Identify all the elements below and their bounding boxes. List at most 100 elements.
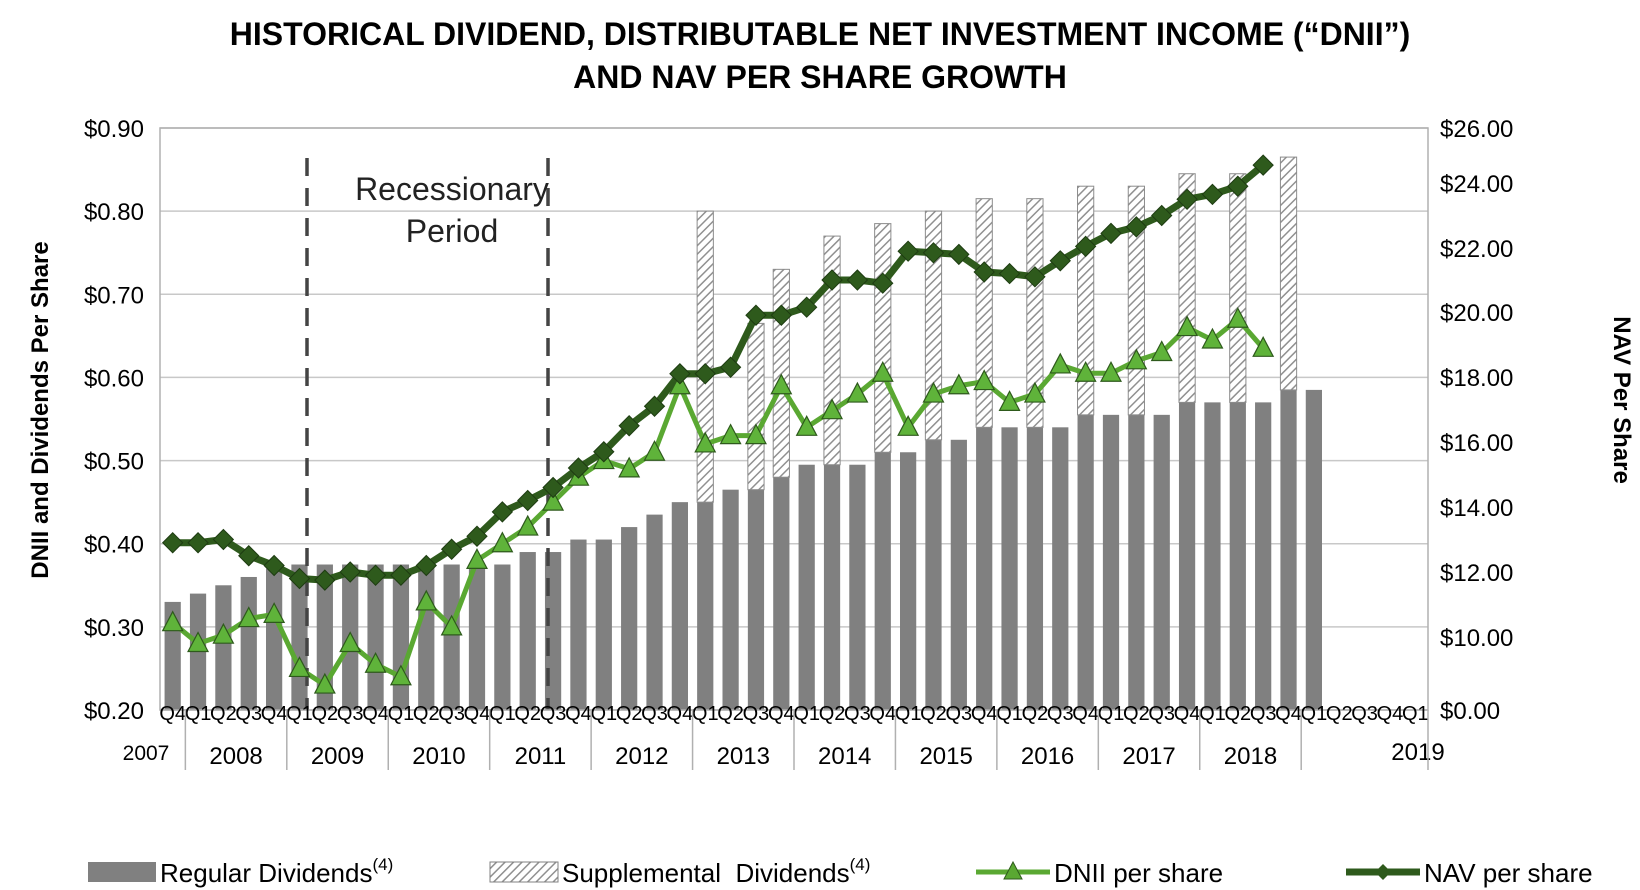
bar-supplemental-dividend (1178, 173, 1196, 403)
bar-supplemental-dividend (747, 322, 765, 491)
point-nav (440, 538, 463, 560)
bar-regular-dividend (1178, 402, 1196, 710)
point-nav (998, 262, 1021, 285)
x-tick-quarter: Q4 (464, 703, 491, 725)
x-tick-quarter: Q2 (819, 703, 846, 725)
point-nav (770, 304, 793, 326)
point-dnii (618, 456, 641, 478)
point-nav (238, 545, 260, 567)
x-tick-quarter: Q4 (362, 703, 389, 725)
y-tick-left: $0.90 (84, 116, 144, 143)
point-dnii (1150, 340, 1173, 362)
y-axis-right-label: NAV Per Share (1608, 316, 1635, 484)
point-dnii (821, 398, 844, 420)
point-nav (745, 304, 767, 326)
x-tick-quarter: Q4 (1174, 703, 1201, 725)
legend-label-regular: Regular Dividends(4) (160, 855, 393, 888)
x-tick-quarter: Q2 (1022, 703, 1049, 725)
bar-regular-dividend (1052, 427, 1069, 710)
bar-regular-dividend (671, 502, 688, 710)
point-nav (1252, 154, 1274, 176)
point-dnii (1252, 336, 1275, 357)
bar-regular-dividend (595, 539, 612, 710)
x-tick-quarter: Q4 (1072, 703, 1099, 725)
legend-swatch-regular (88, 862, 156, 882)
x-tick-year: 2015 (919, 743, 972, 770)
point-dnii (795, 415, 818, 436)
point-nav (872, 272, 894, 294)
point-nav (846, 269, 869, 291)
legend-label-supplemental: Supplemental Dividends(4) (562, 855, 870, 888)
x-tick-quarter: Q1 (286, 703, 313, 725)
point-nav (390, 564, 412, 586)
point-dnii (516, 514, 539, 536)
x-tick-quarter: Q1 (388, 703, 415, 725)
point-nav (1151, 204, 1173, 227)
bar-supplemental-dividend (1026, 198, 1044, 428)
recession-markers (305, 158, 550, 710)
x-tick-quarter: Q3 (337, 703, 364, 725)
bar-regular-dividend (1128, 414, 1145, 710)
bar-regular-dividend (849, 464, 866, 710)
y-tick-right: $16.00 (1440, 430, 1513, 457)
x-axis-labels: Q4Q1Q2Q3Q4Q1Q2Q3Q4Q1Q2Q3Q4Q1Q2Q3Q4Q1Q2Q3… (123, 703, 1445, 770)
x-tick-quarter: Q4 (1275, 703, 1302, 725)
bar-regular-dividend (519, 552, 536, 710)
legend-label-nav: NAV per share (1424, 858, 1593, 888)
x-tick-quarter: Q2 (1123, 703, 1150, 725)
bar-supplemental-dividend (1279, 156, 1298, 391)
bar-regular-dividend (570, 539, 587, 710)
x-tick-quarter: Q3 (743, 703, 770, 725)
bar-regular-dividend (925, 439, 942, 710)
chart-title-line-2: AND NAV PER SHARE GROWTH (573, 59, 1067, 95)
bar-supplemental-dividend (1229, 173, 1247, 403)
x-tick-quarter: Q4 (261, 703, 288, 725)
point-nav (694, 363, 716, 385)
x-tick-quarter: Q4 (159, 703, 186, 725)
y-tick-right: $20.00 (1440, 300, 1513, 327)
point-nav (339, 561, 361, 583)
bars (164, 156, 1322, 710)
y-tick-right: $18.00 (1440, 365, 1513, 392)
y-tick-right: $22.00 (1440, 236, 1513, 263)
y-tick-left: $0.60 (84, 365, 144, 392)
x-tick-year: 2008 (209, 743, 262, 770)
point-dnii (1226, 306, 1249, 328)
point-dnii (1176, 315, 1199, 337)
bar-regular-dividend (621, 527, 638, 710)
y-tick-right: $14.00 (1440, 495, 1513, 522)
bar-regular-dividend (950, 439, 967, 710)
point-dnii (1125, 348, 1148, 370)
point-nav (288, 567, 311, 590)
point-nav (466, 525, 488, 547)
y-tick-left: $0.40 (84, 532, 144, 559)
point-dnii (440, 614, 463, 636)
point-nav (314, 569, 336, 591)
bar-regular-dividend (1255, 402, 1272, 710)
legend: Regular Dividends(4) Supplemental Divide… (88, 855, 1593, 888)
bar-regular-dividend (1229, 402, 1246, 710)
x-tick-quarter: Q2 (616, 703, 643, 725)
x-tick-year: 2009 (311, 743, 364, 770)
x-tick-year: 2014 (818, 743, 871, 770)
y-tick-right: $24.00 (1440, 171, 1513, 198)
point-dnii (846, 381, 869, 403)
point-nav (567, 457, 590, 479)
bar-regular-dividend (1153, 414, 1170, 710)
point-nav (517, 489, 539, 512)
x-tick-quarter: Q3 (844, 703, 871, 725)
x-tick-quarter: Q2 (1326, 703, 1353, 725)
x-tick-year: 2012 (615, 743, 668, 770)
bar-regular-dividend (900, 452, 917, 710)
x-tick-year: 2011 (515, 743, 567, 770)
point-nav (1201, 183, 1224, 206)
x-tick-year: 2013 (717, 743, 770, 770)
point-dnii (339, 631, 362, 653)
bar-regular-dividend (1077, 414, 1094, 710)
point-dnii (187, 631, 210, 653)
point-dnii (389, 664, 412, 686)
point-dnii (288, 656, 311, 678)
bar-regular-dividend (1280, 389, 1297, 710)
point-nav (212, 528, 235, 551)
bar-regular-dividend (1305, 389, 1322, 710)
